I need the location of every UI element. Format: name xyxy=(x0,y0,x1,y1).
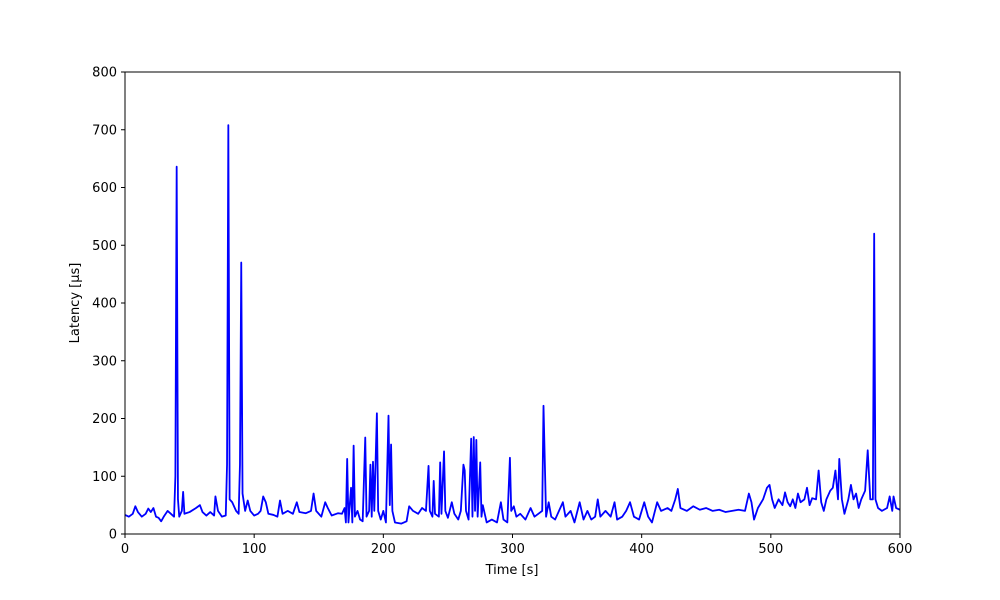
y-tick-label: 800 xyxy=(92,66,117,81)
x-tick-label: 600 xyxy=(888,542,913,557)
y-tick-label: 300 xyxy=(92,354,117,369)
x-tick-label: 400 xyxy=(629,542,654,557)
y-tick-label: 0 xyxy=(109,528,117,543)
y-tick-label: 100 xyxy=(92,470,117,485)
x-tick-label: 300 xyxy=(500,542,525,557)
y-tick-label: 600 xyxy=(92,181,117,196)
y-axis-label: Latency [µs] xyxy=(68,263,83,344)
y-tick-label: 500 xyxy=(92,239,117,254)
y-tick-label: 400 xyxy=(92,297,117,312)
x-tick-label: 100 xyxy=(242,542,267,557)
x-axis-label: Time [s] xyxy=(485,563,539,578)
x-tick-label: 200 xyxy=(371,542,396,557)
data-line xyxy=(124,124,901,525)
x-tick-label: 0 xyxy=(121,542,129,557)
x-tick-label: 500 xyxy=(758,542,783,557)
y-tick-label: 200 xyxy=(92,412,117,427)
plot-frame xyxy=(124,71,901,535)
y-tick-label: 700 xyxy=(92,123,117,138)
